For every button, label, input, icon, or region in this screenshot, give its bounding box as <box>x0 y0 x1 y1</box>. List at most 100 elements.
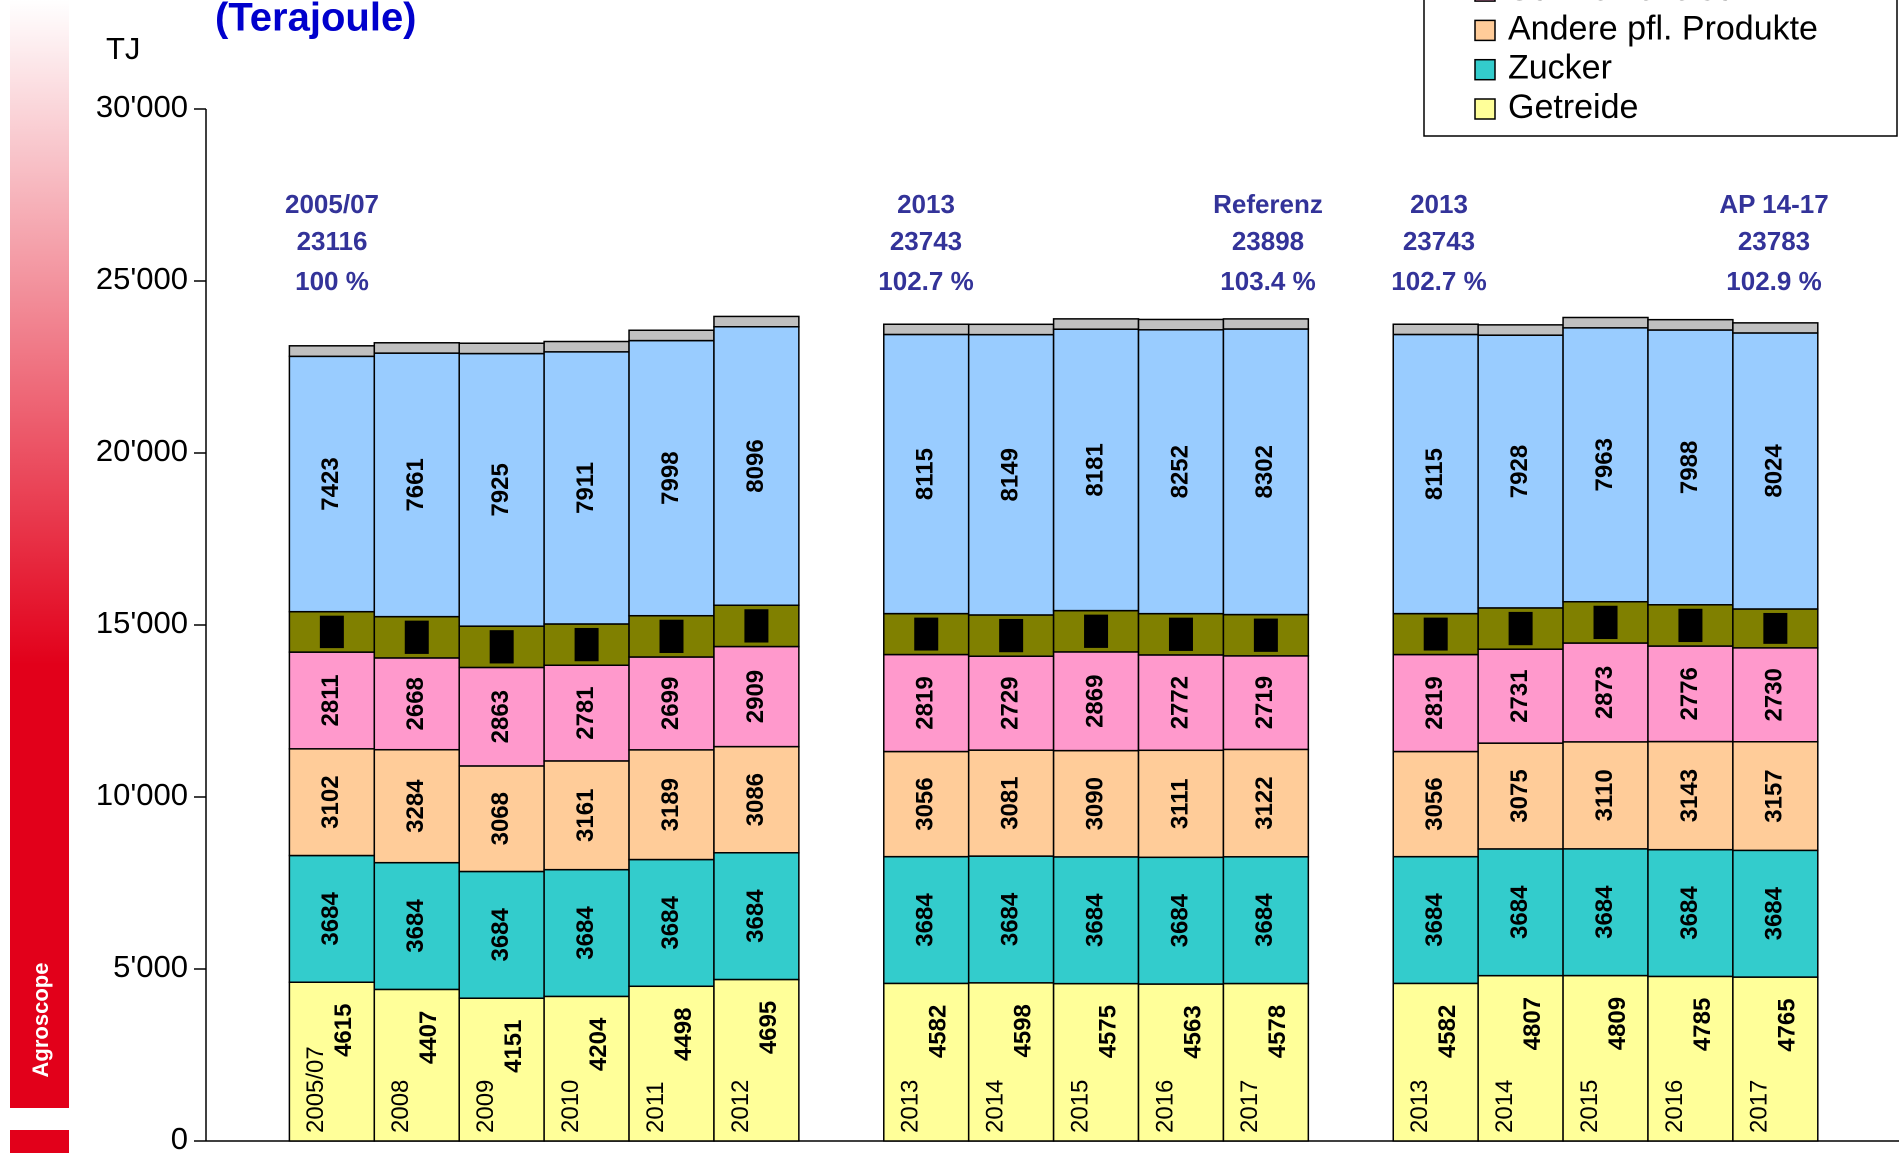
segment-marker <box>1763 612 1788 644</box>
bar-segment <box>458 666 545 767</box>
value-label: 4582 <box>1434 1005 1461 1058</box>
annotation: 2005/07 <box>285 189 379 219</box>
legend-swatch <box>1474 19 1496 42</box>
segment-marker <box>1168 617 1193 651</box>
bar-segment <box>1477 848 1564 977</box>
x-tick-label: 2017 <box>1236 1080 1263 1133</box>
value-label: 3068 <box>487 792 514 845</box>
bar-segment <box>1137 318 1225 331</box>
bar-segment <box>1052 651 1140 752</box>
value-label: 8115 <box>1421 448 1448 500</box>
bar-segment <box>1732 849 1819 978</box>
bar-segment <box>713 315 800 328</box>
bar-segment <box>967 855 1055 984</box>
bar-segment <box>1647 848 1734 978</box>
bar-segment <box>1222 748 1310 858</box>
value-label: 3684 <box>912 893 939 947</box>
value-label: 2668 <box>402 677 429 730</box>
bar-segment <box>1647 329 1734 606</box>
value-label: 2699 <box>657 677 684 730</box>
value-label: 3081 <box>996 776 1023 829</box>
bar-segment <box>1052 318 1140 330</box>
x-tick-label: 2013 <box>897 1080 924 1133</box>
bar-segment <box>967 323 1055 336</box>
bar-segment <box>1392 982 1479 1142</box>
bar-segment <box>1052 328 1140 612</box>
value-label: 2731 <box>1506 669 1533 722</box>
value-label: 3086 <box>742 773 769 826</box>
bar-segment <box>543 351 630 625</box>
bar-segment <box>458 765 545 873</box>
bar-segment <box>1222 318 1310 330</box>
value-label: 4809 <box>1604 997 1631 1050</box>
x-tick-label: 2013 <box>1406 1080 1433 1133</box>
segment-marker <box>914 617 939 651</box>
value-label: 4151 <box>500 1020 527 1073</box>
bar-segment <box>883 323 970 336</box>
value-label: 4807 <box>1519 997 1546 1050</box>
bar-segment <box>967 982 1055 1142</box>
value-label: 3684 <box>657 896 684 950</box>
value-label: 2909 <box>742 670 769 723</box>
bar-segment <box>1392 323 1479 336</box>
value-label: 7911 <box>572 462 599 514</box>
value-label: 2873 <box>1591 666 1618 719</box>
bar-segment <box>1052 856 1140 985</box>
bar-segment <box>628 858 715 988</box>
bar-segment <box>288 981 376 1142</box>
bar-segment <box>1222 982 1310 1142</box>
x-tick-label: 2016 <box>1661 1080 1688 1133</box>
value-label: 2781 <box>572 686 599 739</box>
segment-marker <box>1508 611 1533 646</box>
y-tick-label: 0 <box>171 1121 188 1153</box>
value-label: 3684 <box>1676 886 1703 940</box>
bar-segment <box>1052 749 1140 858</box>
legend-label: Getreide <box>1508 88 1638 126</box>
legend <box>1423 0 1898 137</box>
segment-marker <box>1423 617 1448 651</box>
annotation: 100 % <box>295 266 369 296</box>
value-label: 2719 <box>1251 676 1278 729</box>
y-tick-label: 10'000 <box>96 777 188 812</box>
bar-segment <box>373 342 460 354</box>
value-label: 3075 <box>1506 769 1533 822</box>
bar-segment <box>1732 976 1819 1142</box>
brand-block <box>10 1130 69 1153</box>
x-tick-label: 2010 <box>557 1080 584 1133</box>
bar-segment <box>1562 642 1649 743</box>
value-label: 7925 <box>487 463 514 516</box>
bar-segment <box>883 333 970 615</box>
value-label: 3056 <box>912 777 939 830</box>
segment-marker <box>659 619 684 653</box>
bar-segment <box>288 748 376 857</box>
legend-label: Zucker <box>1508 49 1612 87</box>
bar-segment <box>458 352 545 627</box>
value-label: 4498 <box>670 1008 697 1061</box>
value-label: 2729 <box>996 676 1023 729</box>
y-tick-label: 15'000 <box>96 605 188 640</box>
bar-segment <box>1477 974 1564 1142</box>
segment-marker <box>574 627 599 662</box>
value-label: 3684 <box>572 906 599 960</box>
annotation: 23898 <box>1232 226 1304 256</box>
bar-segment <box>1562 316 1649 329</box>
annotation: 2013 <box>1410 189 1468 219</box>
x-tick-label: 2017 <box>1746 1080 1773 1133</box>
value-label: 7661 <box>402 458 429 511</box>
annotation: 102.9 % <box>1726 266 1821 296</box>
x-tick-label: 2014 <box>981 1080 1008 1133</box>
bar-segment <box>1222 328 1310 616</box>
bar-segment <box>628 985 715 1142</box>
value-label: 8252 <box>1166 445 1193 498</box>
bar-segment <box>288 355 376 613</box>
bar-segment <box>1137 749 1225 859</box>
x-tick-label: 2015 <box>1576 1080 1603 1133</box>
value-label: 8181 <box>1081 443 1108 496</box>
bar-segment <box>1732 741 1819 852</box>
segment-marker <box>1678 608 1703 643</box>
bar-segment <box>713 978 800 1142</box>
bar-segment <box>1477 324 1564 336</box>
bar-segment <box>713 745 800 854</box>
value-label: 8302 <box>1251 445 1278 498</box>
